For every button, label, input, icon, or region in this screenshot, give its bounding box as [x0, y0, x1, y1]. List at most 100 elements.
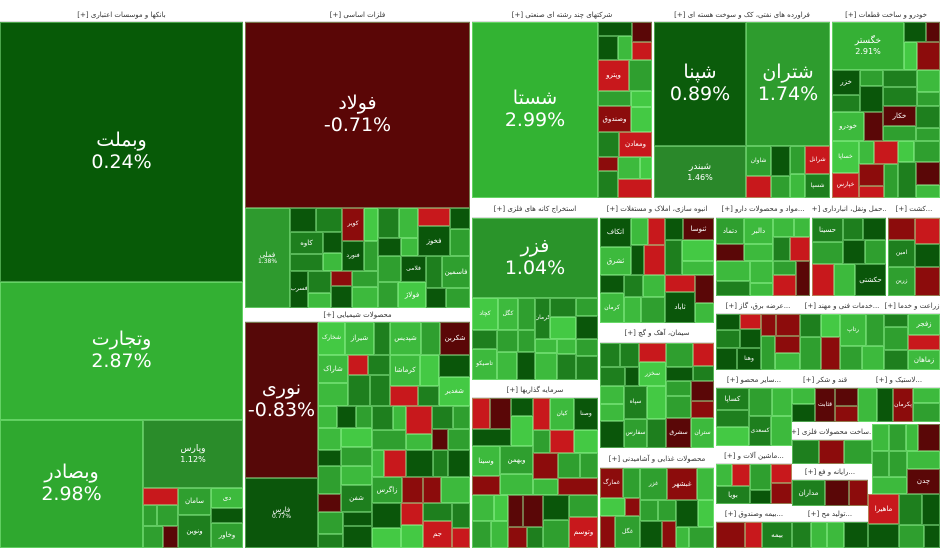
- stock-tile[interactable]: کسعدی: [749, 416, 771, 446]
- stock-tile[interactable]: فولاد -0.71%: [245, 22, 470, 208]
- stock-tile[interactable]: [666, 343, 693, 367]
- sector-header[interactable]: زراعت و خدما [+]: [884, 298, 940, 314]
- stock-tile[interactable]: [600, 367, 625, 386]
- stock-tile[interactable]: [716, 281, 750, 296]
- stock-tile[interactable]: [800, 314, 821, 337]
- stock-tile[interactable]: [600, 386, 624, 404]
- stock-tile[interactable]: [448, 450, 470, 477]
- stock-tile[interactable]: [832, 95, 860, 112]
- stock-tile[interactable]: [917, 42, 940, 70]
- stock-tile[interactable]: [811, 522, 827, 548]
- stock-tile[interactable]: [904, 22, 926, 42]
- stock-tile[interactable]: [623, 468, 640, 498]
- stock-tile[interactable]: [899, 494, 922, 525]
- stock-tile[interactable]: [439, 355, 470, 377]
- stock-tile[interactable]: [580, 453, 598, 478]
- stock-tile[interactable]: [749, 388, 772, 416]
- stock-tile[interactable]: [632, 22, 652, 42]
- stock-tile[interactable]: [872, 451, 889, 477]
- stock-tile[interactable]: [378, 282, 398, 308]
- stock-tile[interactable]: خودرو: [832, 112, 864, 141]
- stock-tile[interactable]: [918, 424, 940, 451]
- stock-tile[interactable]: قثابت: [815, 388, 835, 422]
- stock-tile[interactable]: فارس 0.77%: [245, 478, 318, 548]
- stock-tile[interactable]: وپترو: [598, 60, 629, 91]
- stock-tile[interactable]: وپارس 1.12%: [143, 420, 243, 488]
- stock-tile[interactable]: [550, 317, 576, 339]
- stock-tile[interactable]: [543, 495, 569, 520]
- stock-tile[interactable]: [666, 381, 691, 396]
- stock-tile[interactable]: [740, 329, 761, 348]
- stock-tile[interactable]: حکشتی: [855, 264, 886, 296]
- stock-tile[interactable]: [402, 477, 423, 503]
- stock-tile[interactable]: [143, 488, 178, 505]
- stock-tile[interactable]: [716, 464, 732, 486]
- stock-tile[interactable]: [812, 264, 834, 296]
- stock-tile[interactable]: [364, 208, 378, 241]
- stock-tile[interactable]: زرین: [888, 267, 915, 296]
- stock-tile[interactable]: [915, 218, 940, 244]
- stock-tile[interactable]: شپنا 0.89%: [654, 22, 746, 146]
- stock-tile[interactable]: [716, 261, 750, 281]
- stock-tile[interactable]: [533, 479, 558, 495]
- stock-tile[interactable]: وخاور: [211, 523, 243, 548]
- stock-tile[interactable]: چدن: [907, 469, 940, 494]
- stock-tile[interactable]: غبشهر: [667, 468, 697, 500]
- sector-header[interactable]: فلزات اساسی [+]: [245, 8, 470, 22]
- stock-tile[interactable]: [543, 520, 569, 548]
- stock-tile[interactable]: [518, 298, 535, 330]
- stock-tile[interactable]: [864, 112, 883, 141]
- stock-tile[interactable]: [792, 404, 815, 422]
- stock-tile[interactable]: [620, 343, 639, 367]
- stock-tile[interactable]: غزر: [640, 468, 667, 500]
- stock-tile[interactable]: فملی 1.38%: [245, 208, 290, 308]
- stock-tile[interactable]: [450, 208, 470, 229]
- stock-tile[interactable]: [843, 240, 865, 264]
- stock-tile[interactable]: [771, 464, 792, 483]
- stock-tile[interactable]: [884, 314, 908, 327]
- stock-tile[interactable]: [318, 383, 348, 406]
- stock-tile[interactable]: [750, 283, 773, 296]
- stock-tile[interactable]: [472, 476, 500, 495]
- stock-tile[interactable]: [639, 343, 666, 362]
- stock-tile[interactable]: [796, 261, 810, 296]
- stock-tile[interactable]: [647, 386, 666, 419]
- stock-tile[interactable]: [625, 367, 639, 386]
- sector-header[interactable]: ...رایانه و فع [+]: [792, 464, 868, 480]
- stock-tile[interactable]: [666, 367, 693, 381]
- stock-tile[interactable]: بیمه: [762, 522, 792, 548]
- stock-tile[interactable]: [773, 275, 796, 296]
- stock-tile[interactable]: [883, 70, 917, 87]
- stock-tile[interactable]: [600, 516, 615, 548]
- stock-tile[interactable]: سپاه: [624, 386, 647, 419]
- stock-tile[interactable]: [860, 70, 883, 86]
- stock-tile[interactable]: [698, 500, 714, 527]
- stock-tile[interactable]: [511, 398, 533, 416]
- stock-tile[interactable]: [318, 428, 341, 450]
- stock-tile[interactable]: [600, 404, 624, 421]
- stock-tile[interactable]: پکرمان: [893, 388, 913, 422]
- sector-header[interactable]: ...کشت [+]: [888, 200, 940, 218]
- stock-tile[interactable]: [835, 388, 858, 406]
- sector-header[interactable]: ...مواد و محصولات دارو [+]: [716, 200, 810, 218]
- stock-tile[interactable]: [888, 218, 915, 240]
- stock-tile[interactable]: [558, 478, 598, 495]
- stock-tile[interactable]: [849, 480, 868, 506]
- stock-tile[interactable]: [423, 503, 452, 521]
- stock-tile[interactable]: [794, 218, 810, 237]
- stock-tile[interactable]: [665, 240, 682, 275]
- stock-tile[interactable]: [916, 162, 940, 185]
- stock-tile[interactable]: [744, 244, 773, 261]
- stock-tile[interactable]: [821, 337, 840, 370]
- stock-tile[interactable]: [624, 297, 641, 323]
- stock-tile[interactable]: وصندوق: [598, 106, 631, 132]
- stock-tile[interactable]: [792, 440, 819, 464]
- stock-tile[interactable]: [432, 406, 453, 429]
- stock-tile[interactable]: [421, 322, 440, 355]
- stock-tile[interactable]: [368, 355, 390, 375]
- stock-tile[interactable]: [889, 424, 906, 451]
- stock-tile[interactable]: [872, 424, 889, 451]
- sector-header[interactable]: ...حمل ونقل، انبارداری [+]: [812, 200, 886, 218]
- stock-tile[interactable]: [695, 275, 714, 303]
- stock-tile[interactable]: [341, 466, 372, 485]
